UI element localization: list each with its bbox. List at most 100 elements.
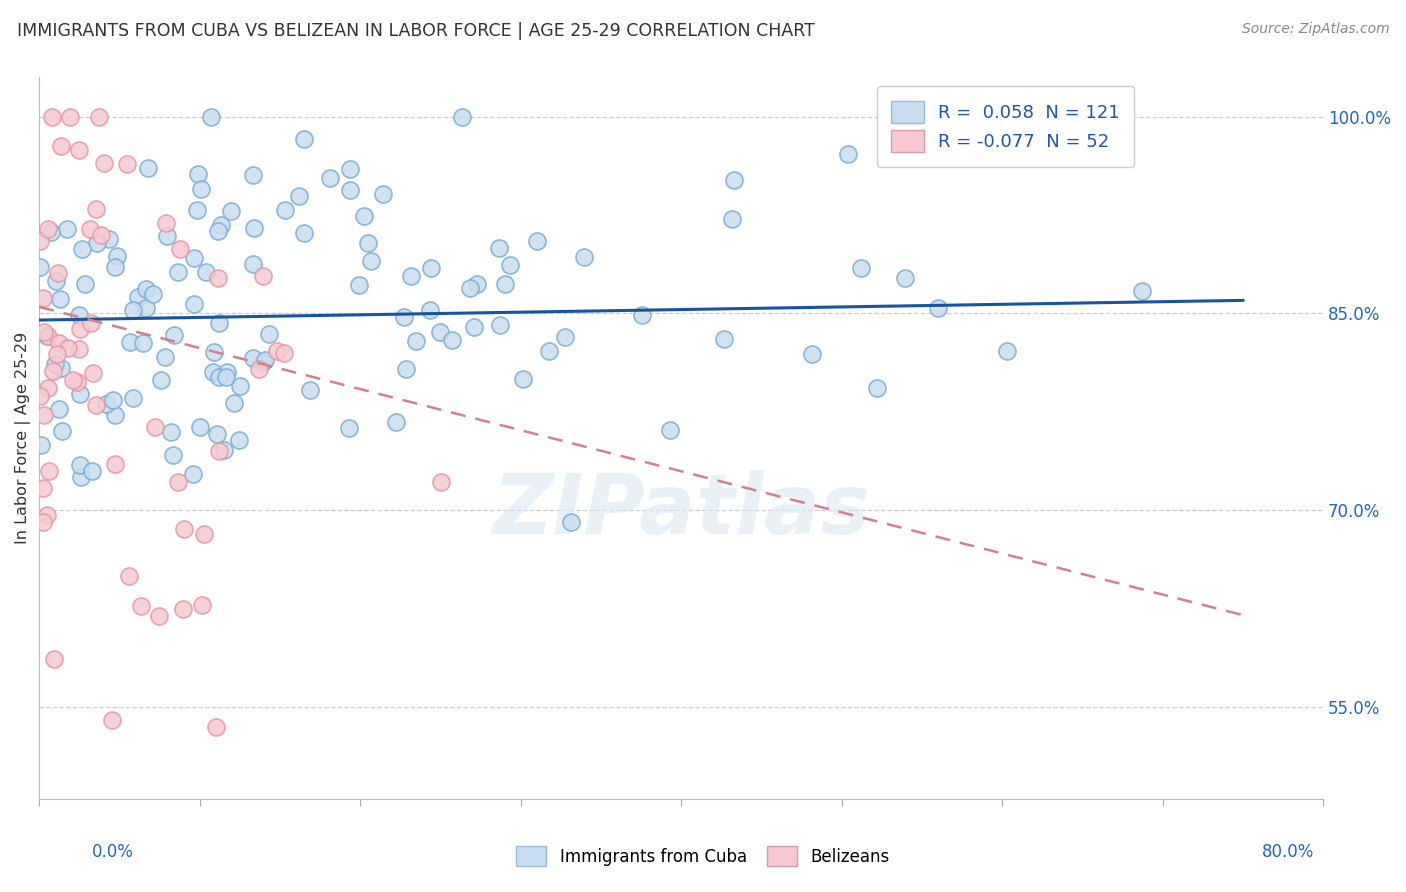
Point	[212, 442, 235, 457]
Point	[554, 330, 576, 344]
Point	[215, 365, 238, 379]
Point	[32, 325, 55, 339]
Point	[143, 420, 166, 434]
Text: 80.0%: 80.0%	[1263, 843, 1315, 861]
Point	[849, 261, 872, 276]
Point	[67, 342, 90, 356]
Point	[69, 143, 91, 157]
Point	[97, 232, 120, 246]
Point	[441, 333, 464, 347]
Point	[48, 336, 70, 351]
Point	[70, 242, 93, 256]
Point	[463, 319, 485, 334]
Point	[723, 172, 745, 186]
Point	[42, 652, 65, 666]
Point	[373, 186, 395, 201]
Point	[208, 369, 231, 384]
Point	[499, 258, 522, 272]
Point	[84, 202, 107, 216]
Legend: R =  0.058  N = 121, R = -0.077  N = 52: R = 0.058 N = 121, R = -0.077 N = 52	[877, 87, 1135, 167]
Point	[188, 420, 211, 434]
Point	[186, 203, 208, 218]
Point	[162, 448, 184, 462]
Text: 0.0%: 0.0%	[91, 843, 134, 861]
Point	[104, 260, 127, 274]
Point	[105, 249, 128, 263]
Point	[163, 327, 186, 342]
Point	[273, 346, 295, 360]
Point	[207, 271, 229, 285]
Point	[894, 271, 917, 285]
Point	[104, 409, 127, 423]
Point	[208, 444, 231, 458]
Point	[801, 347, 824, 361]
Point	[399, 269, 422, 284]
Point	[69, 458, 91, 473]
Point	[574, 250, 596, 264]
Point	[131, 335, 153, 350]
Point	[48, 266, 70, 280]
Point	[127, 290, 149, 304]
Point	[319, 171, 342, 186]
Point	[44, 357, 66, 371]
Point	[160, 425, 183, 439]
Point	[84, 398, 107, 412]
Point	[997, 344, 1019, 359]
Point	[229, 379, 252, 393]
Point	[41, 110, 63, 124]
Point	[537, 343, 560, 358]
Point	[207, 224, 229, 238]
Point	[45, 346, 67, 360]
Point	[149, 373, 172, 387]
Point	[385, 415, 408, 429]
Point	[266, 344, 288, 359]
Point	[121, 302, 143, 317]
Point	[129, 599, 152, 614]
Point	[193, 526, 215, 541]
Point	[37, 380, 59, 394]
Point	[80, 316, 103, 330]
Point	[202, 365, 225, 379]
Point	[56, 222, 79, 236]
Point	[80, 464, 103, 478]
Point	[465, 277, 488, 292]
Point	[86, 236, 108, 251]
Point	[458, 281, 481, 295]
Point	[90, 227, 112, 242]
Point	[31, 481, 53, 495]
Point	[69, 386, 91, 401]
Point	[59, 110, 82, 124]
Point	[560, 515, 582, 529]
Point	[28, 235, 51, 249]
Text: Source: ZipAtlas.com: Source: ZipAtlas.com	[1241, 22, 1389, 37]
Point	[360, 254, 382, 268]
Point	[156, 228, 179, 243]
Point	[253, 352, 276, 367]
Point	[79, 222, 101, 236]
Point	[347, 278, 370, 293]
Point	[28, 389, 51, 403]
Point	[167, 475, 190, 490]
Point	[294, 132, 316, 146]
Point	[69, 322, 91, 336]
Point	[392, 310, 415, 325]
Point	[56, 341, 79, 355]
Point	[41, 225, 63, 239]
Point	[200, 110, 222, 124]
Point	[228, 434, 250, 448]
Point	[287, 188, 309, 202]
Point	[195, 265, 218, 279]
Point	[153, 350, 176, 364]
Point	[353, 209, 375, 223]
Point	[429, 475, 451, 489]
Point	[202, 345, 225, 359]
Point	[191, 599, 214, 613]
Point	[183, 251, 205, 265]
Point	[274, 203, 297, 218]
Legend: Immigrants from Cuba, Belizeans: Immigrants from Cuba, Belizeans	[510, 839, 896, 873]
Point	[75, 277, 97, 291]
Point	[142, 286, 165, 301]
Point	[172, 602, 194, 616]
Point	[49, 292, 72, 306]
Text: IMMIGRANTS FROM CUBA VS BELIZEAN IN LABOR FORCE | AGE 25-29 CORRELATION CHART: IMMIGRANTS FROM CUBA VS BELIZEAN IN LABO…	[17, 22, 814, 40]
